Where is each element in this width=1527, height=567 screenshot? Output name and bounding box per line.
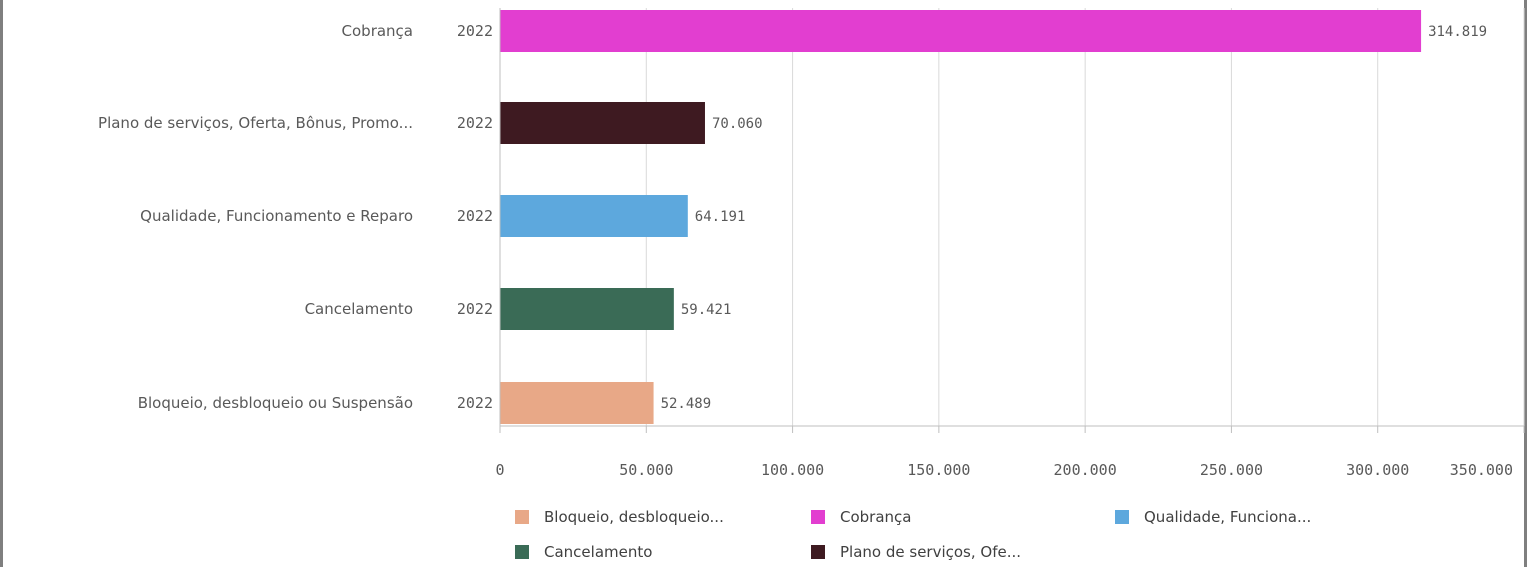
value-label: 52.489 <box>661 396 712 412</box>
legend-label: Qualidade, Funciona... <box>1144 508 1311 526</box>
x-tick-label: 350.000 <box>1450 461 1513 479</box>
legend-label: Cobrança <box>840 508 911 526</box>
legend-item[interactable]: Qualidade, Funciona... <box>1115 508 1311 526</box>
legend-item[interactable]: Bloqueio, desbloqueio... <box>515 508 724 526</box>
x-tick-label: 250.000 <box>1200 461 1263 479</box>
legend-item[interactable]: Cancelamento <box>515 543 652 561</box>
value-label: 64.191 <box>695 209 746 225</box>
category-label: Qualidade, Funcionamento e Reparo <box>140 207 413 225</box>
bar[interactable] <box>500 382 654 424</box>
bar[interactable] <box>500 288 674 330</box>
bar[interactable] <box>500 195 688 237</box>
legend-swatch <box>811 545 825 559</box>
year-label: 2022 <box>457 300 493 318</box>
x-tick-label: 100.000 <box>761 461 824 479</box>
bar[interactable] <box>500 102 705 144</box>
legend-label: Plano de serviços, Ofe... <box>840 543 1021 561</box>
bar-chart: 314.819 70.060 64.191 59.421 52.489 2022 Cobr… <box>98 8 1525 561</box>
value-label: 70.060 <box>712 116 763 132</box>
x-axis: 0 50.000 100.000 150.000 200.000 250.000 300.0… <box>495 8 1525 479</box>
x-tick-label: 300.000 <box>1346 461 1409 479</box>
x-tick-label: 200.000 <box>1054 461 1117 479</box>
bars: 314.819 70.060 64.191 59.421 52.489 <box>500 10 1487 424</box>
x-tick-label: 50.000 <box>619 461 673 479</box>
legend-label: Bloqueio, desbloqueio... <box>544 508 724 526</box>
legend-swatch <box>515 510 529 524</box>
legend-swatch <box>811 510 825 524</box>
year-label: 2022 <box>457 22 493 40</box>
legend-swatch <box>515 545 529 559</box>
x-tick-label: 150.000 <box>907 461 970 479</box>
year-label: 2022 <box>457 394 493 412</box>
legend-item[interactable]: Plano de serviços, Ofe... <box>811 543 1021 561</box>
year-label: 2022 <box>457 114 493 132</box>
category-label: Bloqueio, desbloqueio ou Suspensão <box>138 394 413 412</box>
category-label: Cobrança <box>342 22 413 40</box>
category-label: Cancelamento <box>305 300 413 318</box>
value-label: 314.819 <box>1428 24 1487 40</box>
legend: Bloqueio, desbloqueio... Cobrança Qualidad… <box>515 508 1311 561</box>
bar[interactable] <box>500 10 1422 52</box>
x-tick-label: 0 <box>495 461 504 479</box>
value-label: 59.421 <box>681 302 732 318</box>
year-label: 2022 <box>457 207 493 225</box>
legend-item[interactable]: Cobrança <box>811 508 911 526</box>
gridlines <box>499 8 1525 426</box>
legend-swatch <box>1115 510 1129 524</box>
legend-label: Cancelamento <box>544 543 652 561</box>
category-labels: 2022 Cobrança 2022 Plano de serviços, Ofert… <box>98 22 493 412</box>
category-label: Plano de serviços, Oferta, Bônus, Promo.… <box>98 114 413 132</box>
